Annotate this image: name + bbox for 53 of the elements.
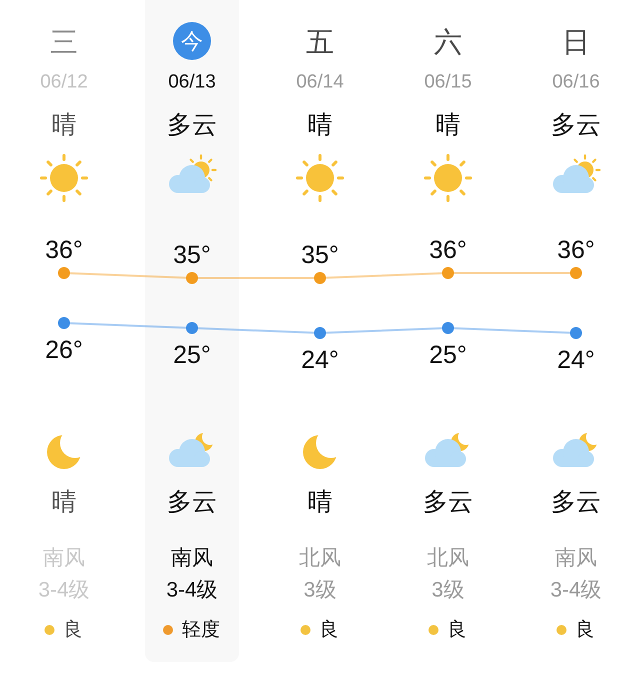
data-label: 35° [301,241,339,269]
annotation: 多云 [167,488,217,516]
annotation: 良 [300,620,338,640]
annotation: 多云 [551,111,601,139]
x-tick-label: 06/15 [424,72,472,92]
point [186,272,198,284]
annotation: 3级 [432,578,464,602]
point [570,267,582,279]
point [442,322,454,334]
annotation: 3-4级 [550,578,602,602]
data-label: 36° [429,236,467,264]
annotation: 南风 [555,546,597,570]
annotation: 良 [428,620,466,640]
point [314,272,326,284]
data-label: 36° [557,236,595,264]
annotation: 良 [556,620,594,640]
data-label: 35° [173,241,211,269]
annotation: 晴 [308,111,332,139]
annotation: 晴 [52,488,76,516]
point [442,267,454,279]
annotation: 南风 [171,546,213,570]
annotation: 五 [306,26,334,58]
point [58,317,70,329]
x-tick-label: 06/13 [168,72,216,92]
annotation: 多云 [551,488,601,516]
annotation: 三 [50,26,78,58]
annotation: 3-4级 [166,578,218,602]
data-label: 24° [557,346,595,374]
annotation: 良 [44,620,82,640]
annotation: 晴 [436,111,460,139]
annotation: 3级 [304,578,336,602]
annotation: 日 [562,26,590,58]
annotation: 轻度 [163,620,220,640]
data-label: 36° [45,236,83,264]
x-tick-label: 06/14 [296,72,344,92]
data-label: 26° [45,336,83,364]
point [314,327,326,339]
x-tick-label: 06/12 [40,72,88,92]
annotation: 晴 [308,488,332,516]
data-label: 25° [429,341,467,369]
annotation: 多云 [423,488,473,516]
annotation: 北风 [427,546,469,570]
annotation: 今 [173,22,211,60]
annotation: 晴 [52,111,76,139]
data-label: 25° [173,341,211,369]
point [58,267,70,279]
annotation: 多云 [167,111,217,139]
data-label: 24° [301,346,339,374]
annotation: 六 [434,26,462,58]
x-tick-label: 06/16 [552,72,600,92]
point [186,322,198,334]
annotation: 北风 [299,546,341,570]
point [570,327,582,339]
